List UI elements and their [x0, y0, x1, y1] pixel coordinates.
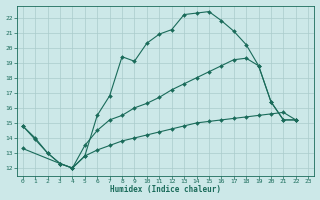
X-axis label: Humidex (Indice chaleur): Humidex (Indice chaleur)	[110, 185, 221, 194]
